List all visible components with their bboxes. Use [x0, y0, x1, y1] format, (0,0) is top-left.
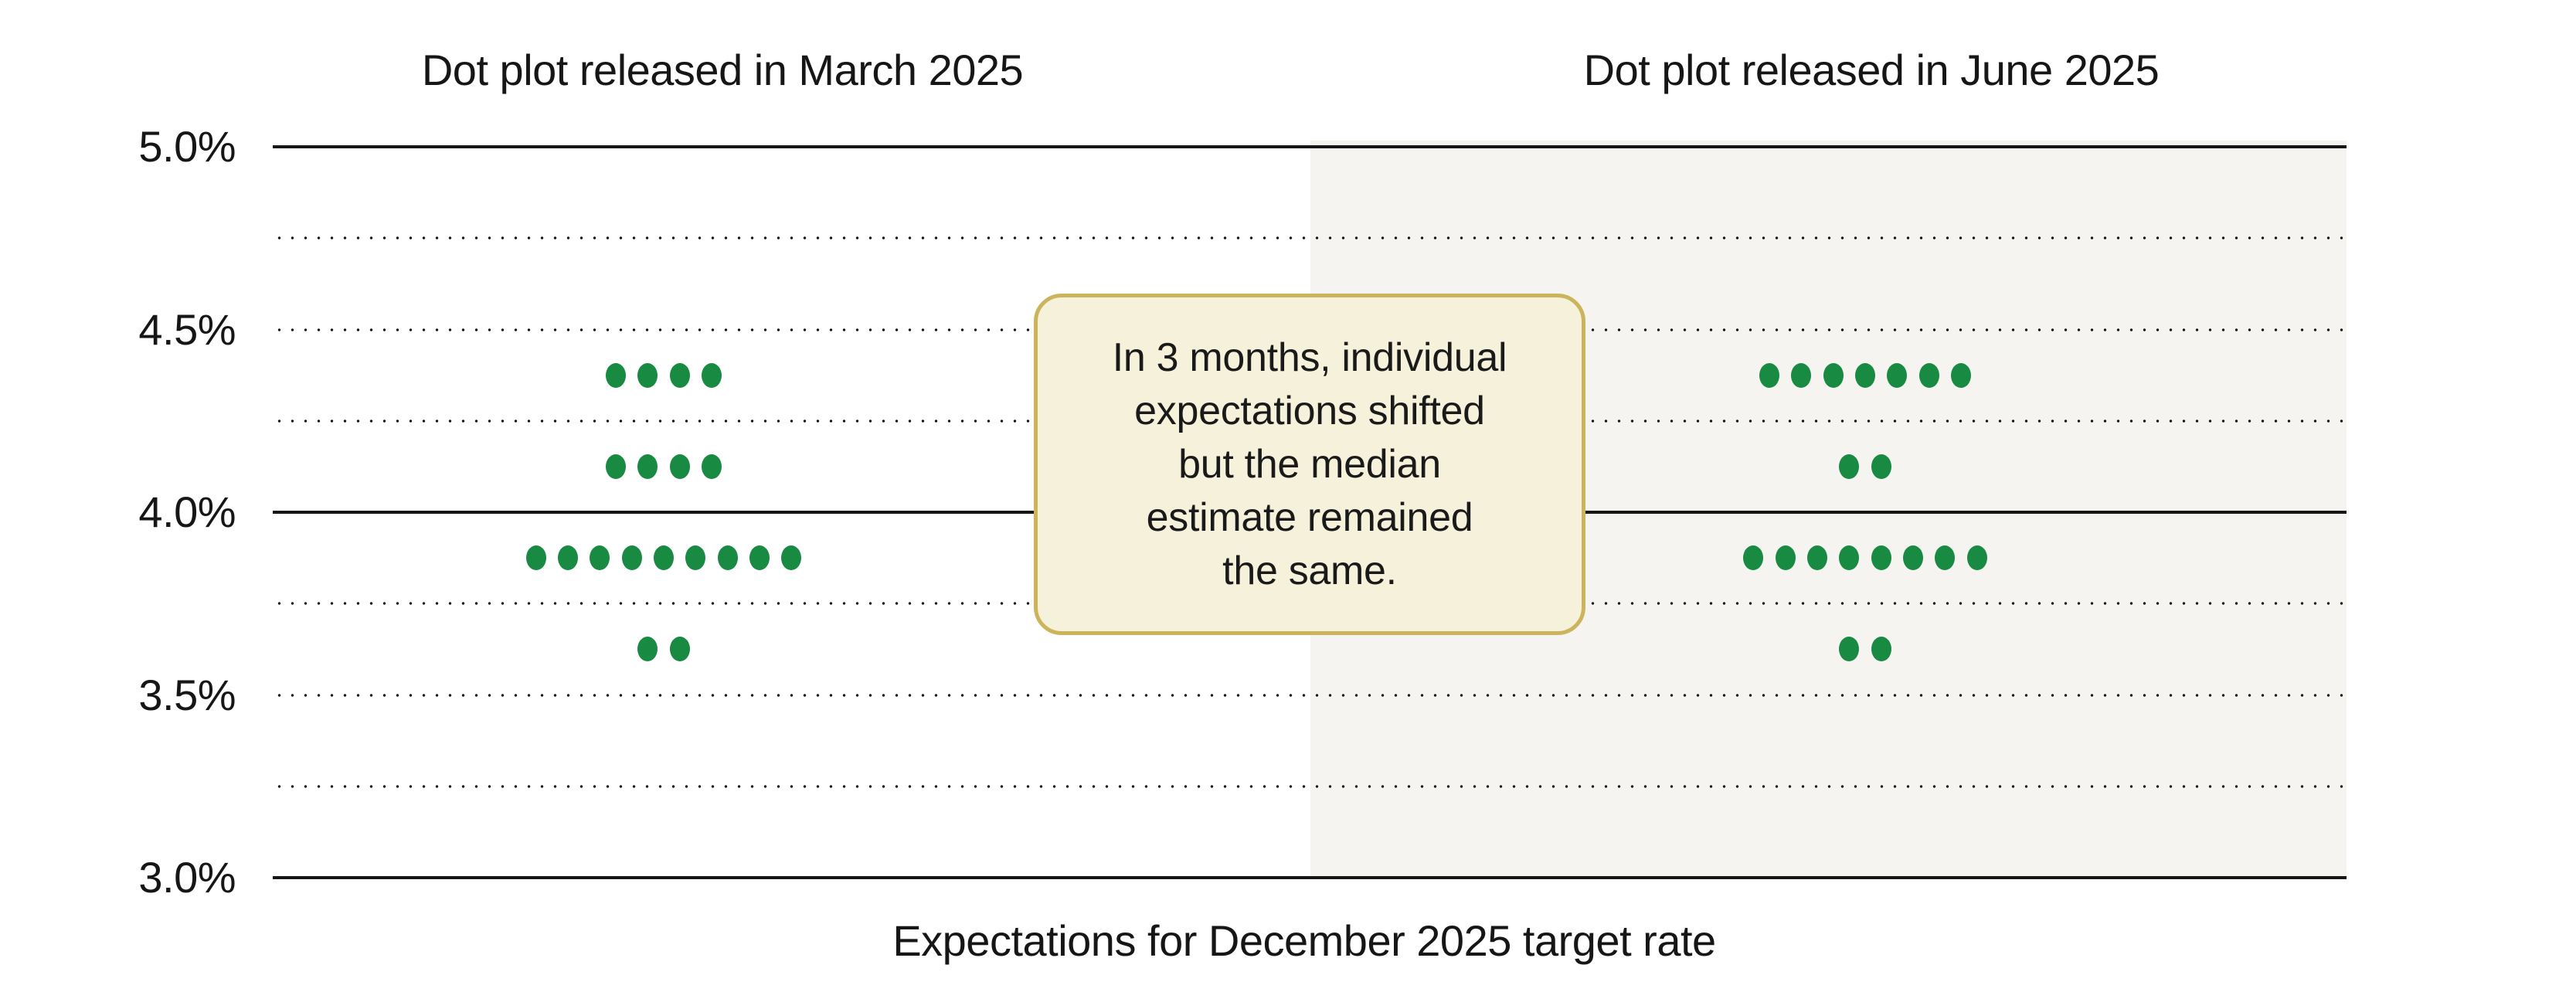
estimate-dot [1966, 545, 1987, 571]
estimate-dot [669, 362, 690, 388]
estimate-dot [1839, 454, 1860, 479]
estimate-dot [1887, 362, 1908, 388]
estimate-dot [1855, 362, 1875, 388]
estimate-dot [1871, 545, 1891, 571]
estimate-dot [637, 637, 658, 662]
y-axis-tick-label: 4.5% [138, 304, 236, 354]
estimate-dot [1902, 545, 1923, 571]
estimate-dot [1823, 362, 1844, 388]
estimate-dot [685, 545, 706, 571]
estimate-dot [701, 454, 722, 479]
estimate-dot [1918, 362, 1939, 388]
estimate-dot [1775, 545, 1796, 571]
estimate-dot [781, 545, 802, 571]
estimate-dot [669, 454, 690, 479]
estimate-dot [1871, 637, 1891, 662]
estimate-dot [621, 545, 642, 571]
estimate-dot [637, 454, 658, 479]
estimate-dot [1743, 545, 1764, 571]
y-axis-tick-label: 5.0% [138, 122, 236, 171]
gridline-4.75pct [273, 236, 2347, 240]
estimate-dot [717, 545, 738, 571]
estimate-dot [606, 454, 627, 479]
estimate-dot [558, 545, 579, 571]
estimate-dot [1791, 362, 1812, 388]
estimate-dot [606, 362, 627, 388]
gridline-3.50pct [273, 693, 2347, 697]
estimate-dot [654, 545, 674, 571]
estimate-dot [1839, 637, 1860, 662]
x-axis-label: Expectations for December 2025 target ra… [892, 916, 1716, 965]
estimate-dot [669, 637, 690, 662]
estimate-dot [1950, 362, 1971, 388]
gridline-3.25pct [273, 784, 2347, 788]
estimate-dot [701, 362, 722, 388]
estimate-dot [1839, 545, 1860, 571]
annotation-text: In 3 months, individual expectations shi… [1112, 335, 1507, 593]
y-axis-tick-label: 4.0% [138, 488, 236, 536]
estimate-dot [525, 545, 546, 571]
gridline-5.00pct [273, 145, 2347, 148]
annotation-callout: In 3 months, individual expectations shi… [1034, 294, 1585, 635]
estimate-dot [637, 362, 658, 388]
y-axis-tick-label: 3.5% [138, 670, 236, 719]
estimate-dot [1935, 545, 1956, 571]
estimate-dot [1871, 454, 1891, 479]
estimate-dot [1759, 362, 1780, 388]
estimate-dot [590, 545, 610, 571]
gridline-3.00pct [273, 876, 2347, 879]
estimate-dot [1807, 545, 1828, 571]
y-axis-tick-label: 3.0% [138, 853, 236, 902]
estimate-dot [749, 545, 770, 571]
june-panel-title: Dot plot released in June 2025 [1583, 46, 2160, 94]
march-panel-title: Dot plot released in March 2025 [421, 46, 1024, 94]
